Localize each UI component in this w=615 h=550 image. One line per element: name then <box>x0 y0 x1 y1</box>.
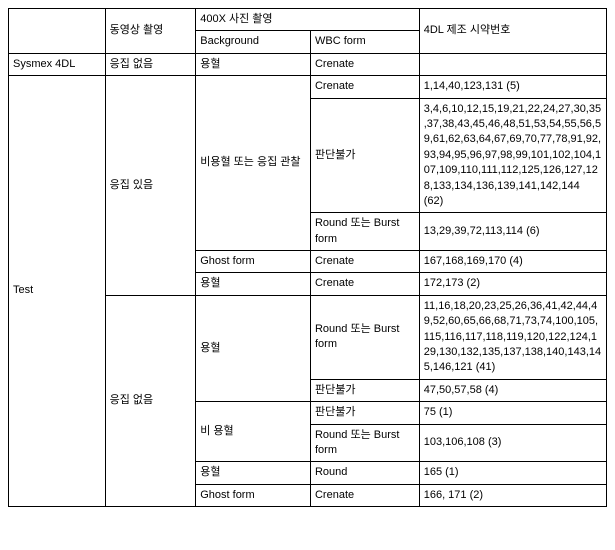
cell-ghost: Ghost form <box>196 251 311 273</box>
cell-undeterminable: 판단불가 <box>310 98 419 213</box>
cell-v11: 166, 171 (2) <box>419 484 606 506</box>
cell-agg-yes: 응집 있음 <box>105 76 196 296</box>
cell-v1: 1,14,40,123,131 (5) <box>419 76 606 98</box>
cell-round: Round <box>310 462 419 484</box>
cell-hemolysis4: 용혈 <box>196 462 311 484</box>
cell-v2: 3,4,6,10,12,15,19,21,22,24,27,30,35,37,3… <box>419 98 606 213</box>
cell-nonhemo: 비 용혈 <box>196 402 311 462</box>
cell-crenate3: Crenate <box>310 251 419 273</box>
cell-undeterminable2: 판단불가 <box>310 379 419 401</box>
cell-crenate2: Crenate <box>310 76 419 98</box>
cell-round-burst2: Round 또는 Burst form <box>310 295 419 379</box>
row-test: Test <box>9 76 106 507</box>
cell-v3: 13,29,39,72,113,114 (6) <box>419 213 606 251</box>
cell-v8: 75 (1) <box>419 402 606 424</box>
cell-agg-none: 응집 없음 <box>105 53 196 75</box>
cell-crenate5: Crenate <box>310 484 419 506</box>
cell-hemolysis: 용혈 <box>196 53 311 75</box>
cell-undeterminable3: 판단불가 <box>310 402 419 424</box>
cell-ghost2: Ghost form <box>196 484 311 506</box>
cell-crenate: Crenate <box>310 53 419 75</box>
cell-agg-none2: 응집 없음 <box>105 295 196 506</box>
blank-header <box>9 9 106 54</box>
header-reagent: 4DL 제조 시약번호 <box>419 9 606 54</box>
cell-round-burst3: Round 또는 Burst form <box>310 424 419 462</box>
cell-v9: 103,106,108 (3) <box>419 424 606 462</box>
cell-crenate4: Crenate <box>310 273 419 295</box>
cell-blank <box>419 53 606 75</box>
cell-v10: 165 (1) <box>419 462 606 484</box>
header-wbcform: WBC form <box>310 31 419 53</box>
cell-v6: 11,16,18,20,23,25,26,36,41,42,44,49,52,6… <box>419 295 606 379</box>
cell-hemolysis3: 용혈 <box>196 295 311 401</box>
header-background: Background <box>196 31 311 53</box>
row-sysmex: Sysmex 4DL <box>9 53 106 75</box>
header-photo400x: 400X 사진 촬영 <box>196 9 419 31</box>
cell-v5: 172,173 (2) <box>419 273 606 295</box>
cell-hemolysis2: 용혈 <box>196 273 311 295</box>
cell-nonhemo-or-agg: 비용혈 또는 응집 관찰 <box>196 76 311 251</box>
header-video: 동영상 촬영 <box>105 9 196 54</box>
cell-round-burst: Round 또는 Burst form <box>310 213 419 251</box>
cell-v4: 167,168,169,170 (4) <box>419 251 606 273</box>
data-table: 동영상 촬영 400X 사진 촬영 4DL 제조 시약번호 Background… <box>8 8 607 507</box>
cell-v7: 47,50,57,58 (4) <box>419 379 606 401</box>
